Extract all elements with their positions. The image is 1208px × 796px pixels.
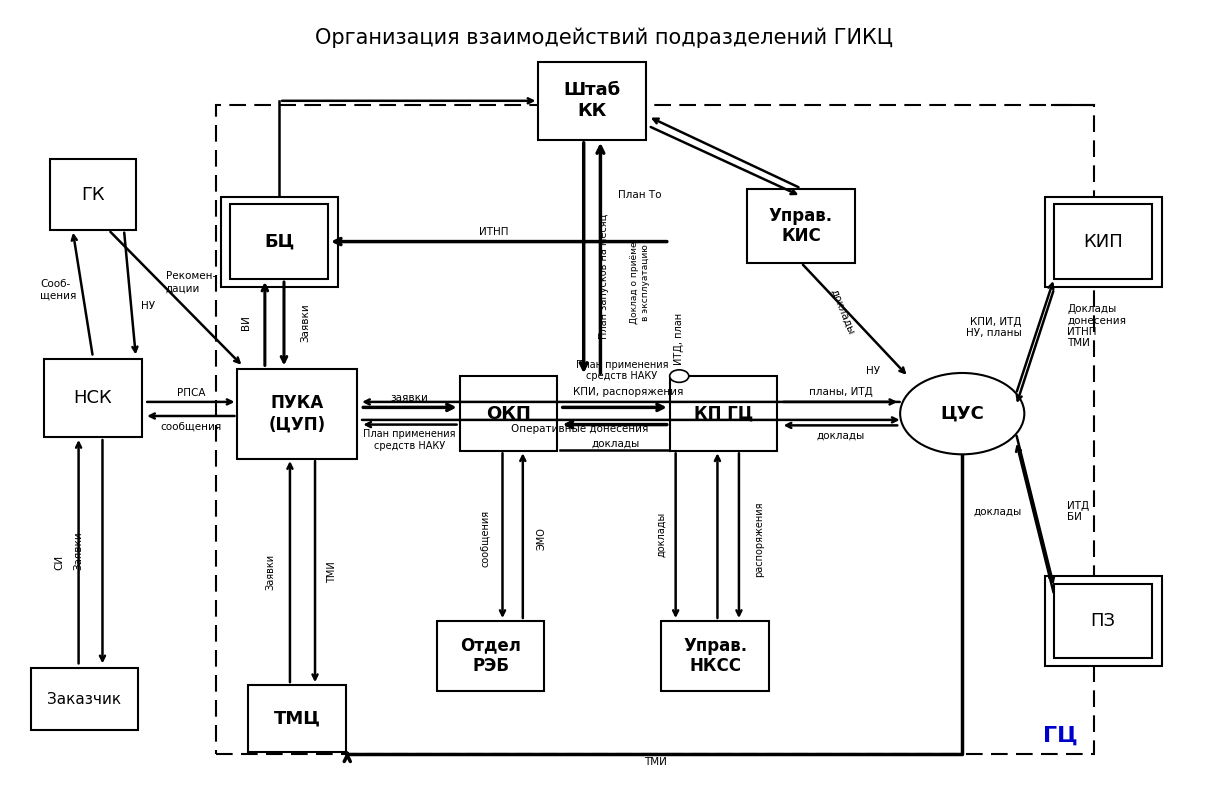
Text: БЦ: БЦ (265, 232, 295, 251)
Text: ТМЦ: ТМЦ (274, 710, 320, 728)
Text: План применения
средств НАКУ: План применения средств НАКУ (576, 360, 668, 381)
Text: доклады: доклады (974, 506, 1022, 517)
Text: НУ: НУ (140, 301, 155, 310)
Text: Штаб
КК: Штаб КК (563, 81, 621, 120)
Bar (459, 377, 557, 451)
Bar (238, 369, 356, 458)
Bar (669, 377, 777, 451)
Bar (43, 359, 141, 437)
Bar (31, 668, 138, 731)
Text: ИТНП: ИТНП (480, 227, 509, 237)
Text: РПСА: РПСА (176, 388, 205, 397)
Bar (248, 685, 345, 752)
Bar (437, 621, 545, 691)
Text: ПУКА
(ЦУП): ПУКА (ЦУП) (268, 394, 326, 433)
Text: СИ: СИ (54, 555, 64, 570)
Text: Заказчик: Заказчик (47, 692, 122, 707)
Text: распоряжения: распоряжения (754, 501, 765, 576)
Text: КПИ, ИТД
НУ, планы: КПИ, ИТД НУ, планы (966, 317, 1022, 338)
Bar (1045, 197, 1162, 287)
Text: Оперативные донесения: Оперативные донесения (511, 424, 649, 435)
Text: доклады: доклады (817, 431, 865, 440)
Text: Заявки: Заявки (74, 531, 83, 570)
Bar (661, 621, 768, 691)
Text: планы, ИТД: планы, ИТД (808, 387, 872, 396)
Text: Доклад о приёме
в эксплуатацию: Доклад о приёме в эксплуатацию (631, 241, 650, 323)
Bar (231, 205, 329, 279)
Text: сообщения: сообщения (161, 421, 221, 431)
Text: Заявки: Заявки (266, 553, 275, 590)
Text: ИТД, план: ИТД, план (674, 314, 684, 365)
Text: сообщения: сообщения (480, 510, 489, 568)
Bar (216, 105, 1093, 754)
Text: ЭМО: ЭМО (536, 527, 547, 550)
Text: Управ.
КИС: Управ. КИС (769, 206, 834, 245)
Text: КПИ, распоряжения: КПИ, распоряжения (573, 387, 683, 396)
Text: ОКП: ОКП (486, 404, 530, 423)
Text: Заявки: Заявки (301, 303, 310, 342)
Bar (221, 197, 338, 287)
Text: НСК: НСК (74, 389, 112, 407)
Text: Доклады
донесения
ИТНП
ТМИ: Доклады донесения ИТНП ТМИ (1068, 303, 1126, 349)
Circle shape (900, 373, 1024, 455)
Text: ВИ: ВИ (240, 315, 251, 330)
Text: КП ГЦ: КП ГЦ (693, 404, 753, 423)
Text: ЦУС: ЦУС (940, 404, 985, 423)
Text: ТМИ: ТМИ (644, 757, 667, 767)
Text: ПЗ: ПЗ (1091, 612, 1116, 630)
Bar (1045, 576, 1162, 666)
Bar (1055, 583, 1152, 658)
Text: заявки: заявки (390, 393, 429, 403)
Text: ГЦ: ГЦ (1043, 726, 1078, 746)
Bar (748, 189, 855, 263)
Bar (539, 62, 646, 140)
Text: ГК: ГК (81, 185, 105, 204)
Text: НУ: НУ (866, 365, 879, 376)
Bar (50, 159, 137, 230)
Text: Организация взаимодействий подразделений ГИКЦ: Организация взаимодействий подразделений… (315, 28, 893, 49)
Text: Рекомен-
дации: Рекомен- дации (165, 271, 216, 293)
Text: План применения
средств НАКУ: План применения средств НАКУ (364, 429, 455, 451)
Text: Сооб-
щения: Сооб- щения (40, 279, 77, 301)
Text: КИП: КИП (1084, 232, 1123, 251)
Text: ТМИ: ТМИ (326, 560, 337, 583)
Text: План То: План То (617, 189, 661, 200)
Text: Управ.
НКСС: Управ. НКСС (683, 637, 747, 676)
Text: ИТД
БИ: ИТД БИ (1068, 501, 1090, 522)
Circle shape (669, 370, 689, 382)
Text: доклады: доклады (829, 287, 856, 336)
Bar (1055, 205, 1152, 279)
Text: доклады: доклады (656, 513, 667, 557)
Text: Отдел
РЭБ: Отдел РЭБ (460, 637, 521, 676)
Text: доклады: доклады (592, 439, 640, 448)
Text: План запусков на месяц: План запусков на месяц (599, 214, 609, 339)
